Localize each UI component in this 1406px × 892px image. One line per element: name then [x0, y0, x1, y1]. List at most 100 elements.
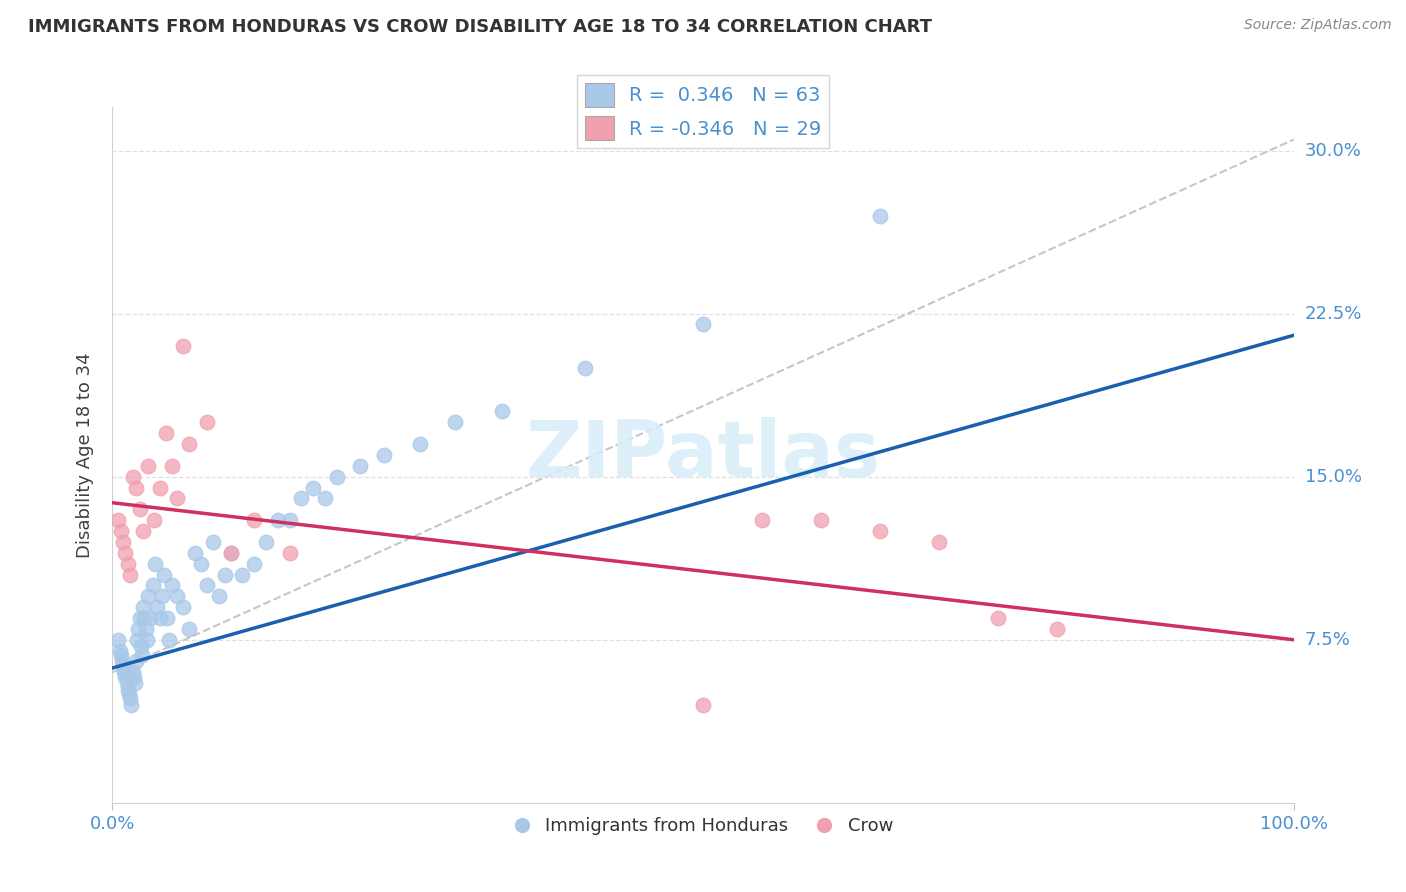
Point [172, 339, 194, 353]
Y-axis label: Disability Age 18 to 34: Disability Age 18 to 34 [76, 352, 94, 558]
Point [139, 611, 162, 625]
Point [131, 648, 153, 662]
Point [190, 557, 212, 571]
Point [231, 567, 253, 582]
Point [155, 426, 177, 441]
Point [124, 676, 146, 690]
Point [166, 589, 188, 603]
Point [195, 415, 218, 429]
Point [195, 578, 218, 592]
Point [692, 318, 714, 332]
Point [314, 491, 336, 506]
Point [156, 611, 179, 625]
Text: 30.0%: 30.0% [1305, 142, 1361, 160]
Point [149, 481, 172, 495]
Point [290, 491, 312, 506]
Point [142, 578, 165, 592]
Point [127, 622, 149, 636]
Text: 22.5%: 22.5% [1305, 304, 1362, 323]
Point [1046, 622, 1069, 636]
Point [132, 600, 155, 615]
Point [267, 513, 290, 527]
Point [135, 632, 157, 647]
Point [278, 546, 301, 560]
Point [574, 360, 596, 375]
Point [172, 600, 194, 615]
Point [110, 524, 132, 538]
Point [108, 643, 131, 657]
Point [125, 481, 148, 495]
Point [751, 513, 773, 527]
Point [408, 437, 430, 451]
Point [136, 589, 159, 603]
Point [122, 670, 145, 684]
Point [120, 567, 142, 582]
Text: 15.0%: 15.0% [1305, 467, 1361, 485]
Point [107, 513, 129, 527]
Point [150, 589, 173, 603]
Point [117, 557, 139, 571]
Point [302, 481, 325, 495]
Point [987, 611, 1010, 625]
Point [179, 437, 201, 451]
Point [692, 698, 714, 712]
Point [219, 546, 242, 560]
Point [166, 491, 188, 506]
Point [373, 448, 395, 462]
Point [153, 567, 176, 582]
Point [112, 665, 135, 680]
Point [160, 578, 183, 592]
Point [111, 655, 134, 669]
Point [160, 458, 183, 473]
Point [219, 546, 242, 560]
Point [114, 670, 136, 684]
Point [278, 513, 301, 527]
Text: IMMIGRANTS FROM HONDURAS VS CROW DISABILITY AGE 18 TO 34 CORRELATION CHART: IMMIGRANTS FROM HONDURAS VS CROW DISABIL… [28, 18, 932, 36]
Point [117, 682, 139, 697]
Text: ZIPatlas: ZIPatlas [526, 417, 880, 493]
Point [143, 557, 166, 571]
Point [115, 676, 138, 690]
Point [810, 513, 832, 527]
Point [869, 209, 891, 223]
Legend: Immigrants from Honduras, Crow: Immigrants from Honduras, Crow [506, 810, 900, 842]
Point [157, 632, 180, 647]
Point [118, 687, 141, 701]
Point [149, 611, 172, 625]
Point [491, 404, 513, 418]
Point [114, 546, 136, 560]
Point [112, 658, 135, 673]
Point [128, 611, 150, 625]
Point [208, 589, 231, 603]
Point [120, 698, 142, 712]
Point [135, 622, 157, 636]
Point [184, 546, 207, 560]
Point [928, 534, 950, 549]
Point [121, 469, 143, 483]
Point [136, 458, 159, 473]
Point [179, 622, 201, 636]
Point [107, 632, 129, 647]
Text: Source: ZipAtlas.com: Source: ZipAtlas.com [1244, 18, 1392, 32]
Point [134, 611, 156, 625]
Point [243, 513, 266, 527]
Point [243, 557, 266, 571]
Point [110, 648, 132, 662]
Point [127, 632, 149, 647]
Point [254, 534, 277, 549]
Point [326, 469, 349, 483]
Point [444, 415, 467, 429]
Point [201, 534, 224, 549]
Text: 7.5%: 7.5% [1305, 631, 1351, 648]
Point [121, 665, 143, 680]
Point [214, 567, 236, 582]
Point [125, 655, 148, 669]
Point [142, 513, 165, 527]
Point [112, 534, 135, 549]
Point [146, 600, 169, 615]
Point [128, 502, 150, 516]
Point [129, 639, 152, 653]
Point [349, 458, 371, 473]
Point [132, 524, 155, 538]
Point [120, 691, 142, 706]
